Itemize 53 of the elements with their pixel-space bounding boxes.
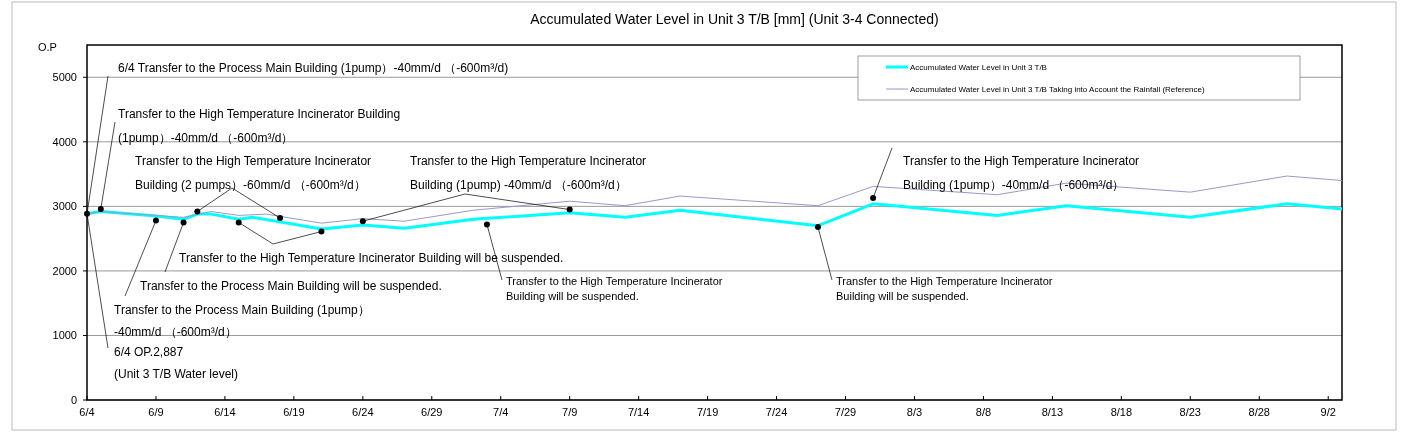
y-tick-label: 1000	[52, 329, 77, 342]
y-tick-label: 4000	[52, 135, 77, 148]
point	[814, 224, 821, 231]
x-tick-label: 8/13	[1041, 406, 1064, 418]
annotation: Transfer to the Process Main Building (1pump） -40mm/d （-600m³/d）	[114, 303, 370, 339]
y-tick-label: 5000	[52, 71, 77, 84]
x-tick-label: 6/9	[148, 406, 164, 418]
annotation: Transfer to the High Temperature Incinerator Building (2 pumps）-60mm/d （-600m³/d）	[135, 154, 372, 192]
x-tick-label: 6/4	[79, 406, 95, 418]
x-tick-label: 6/19	[283, 406, 305, 418]
y-axis-title: O.P	[38, 41, 57, 53]
x-tick-label: 6/24	[352, 406, 374, 418]
annotation: Transfer to the High Temperature Incinerator Building (1pump）-40mm/d （-600m³/d）	[118, 107, 401, 145]
point	[318, 228, 325, 235]
point	[235, 219, 242, 226]
x-tick-label: 8/3	[906, 406, 923, 418]
point	[180, 219, 187, 226]
x-tick-label: 7/19	[696, 406, 719, 418]
y-tick-label: 2000	[52, 264, 77, 277]
x-tick-label: 7/4	[493, 406, 509, 418]
x-tick-label: 6/29	[421, 406, 443, 418]
point	[870, 194, 877, 201]
x-tick-label: 7/29	[834, 406, 857, 418]
legend-label: Accumulated Water Level in Unit 3 T/B Taking into Account the Rainfall (Reference)	[910, 85, 1205, 94]
point	[359, 218, 366, 225]
annotation: 6/4 OP.2,887 (Unit 3 T/B Water level)	[114, 345, 239, 381]
annotation: Transfer to the High Temperature Incinerator Building will be suspended.	[836, 275, 1053, 302]
x-tick-label: 6/14	[214, 406, 236, 418]
chart-title: Accumulated Water Level in Unit 3 T/B [mm] (Unit 3-4 Connected)	[530, 11, 939, 27]
annotation: Transfer to the High Temperature Incinerator Building will be suspended.	[506, 275, 723, 302]
x-tick-label: 7/14	[627, 406, 650, 418]
x-tick-label: 8/28	[1248, 406, 1270, 418]
point	[277, 214, 284, 221]
y-tick-label: 3000	[52, 200, 77, 213]
point	[152, 217, 159, 224]
annotation: Transfer to the High Temperature Incinerator Building (1pump) -40mm/d （-600m³/d）	[410, 154, 647, 192]
annotation: Transfer to the High Temperature Incinerator Building (1pump）-40mm/d （-600m³/d）	[903, 154, 1140, 192]
x-tick-label: 9/2	[1320, 406, 1336, 418]
annotation: 6/4 Transfer to the Process Main Building (1pump）-40mm/d （-600m³/d)	[118, 61, 509, 75]
point	[483, 221, 490, 228]
annotation: Transfer to the High Temperature Incinerator Building will be suspended.	[179, 251, 564, 265]
x-tick-label: 8/8	[975, 406, 992, 418]
x-tick-label: 8/18	[1110, 406, 1133, 418]
point	[84, 210, 90, 217]
legend-label: Accumulated Water Level in Unit 3 T/B	[910, 63, 1047, 72]
point	[97, 205, 104, 212]
point	[194, 208, 201, 215]
x-tick-label: 7/24	[765, 406, 788, 418]
annotation: Transfer to the Process Main Building will be suspended.	[140, 279, 442, 293]
x-tick-label: 7/9	[562, 406, 578, 418]
x-tick-label: 8/23	[1179, 406, 1202, 418]
point	[566, 206, 573, 213]
y-tick-label: 0	[70, 394, 77, 406]
